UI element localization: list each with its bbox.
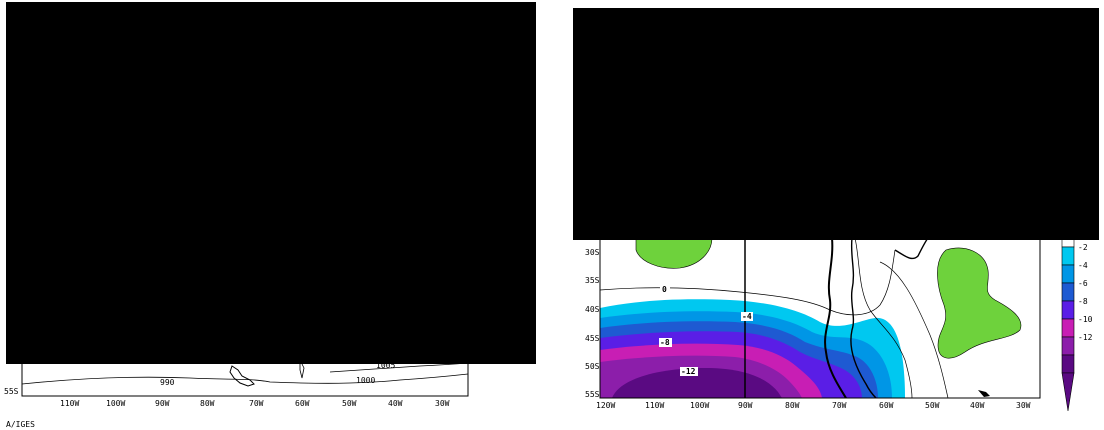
lon-label: 30W xyxy=(1016,401,1031,410)
contour-label-neg12: -12 xyxy=(681,367,696,376)
coastline-chile xyxy=(824,238,847,398)
lat-label: 30S xyxy=(585,248,600,257)
left-lon-label: 90W xyxy=(155,399,170,408)
lat-label: 55S xyxy=(585,390,600,399)
contour-line xyxy=(854,238,913,398)
lat-label: 40S xyxy=(585,305,600,314)
contour-label-neg8: -8 xyxy=(660,338,670,347)
lon-label: 60W xyxy=(879,401,894,410)
lon-label: 90W xyxy=(738,401,753,410)
credit-label: A/IGES xyxy=(6,420,35,429)
colorbar: -2 -4 -6 -8 -10 -12 xyxy=(1061,237,1093,412)
colorbar-label: -4 xyxy=(1078,261,1088,270)
left-lon-label: 50W xyxy=(342,399,357,408)
lat-label: 45S xyxy=(585,334,600,343)
left-lon-label: 40W xyxy=(388,399,403,408)
contour-label-0: 0 xyxy=(662,285,667,294)
positive-region-atlantic xyxy=(937,247,1022,359)
left-contour-label-1000: 1000 xyxy=(356,376,375,385)
lon-label: 120W xyxy=(596,401,615,410)
contour-zero xyxy=(600,249,896,316)
lon-label: 80W xyxy=(785,401,800,410)
coastline-rio-plata xyxy=(894,238,929,260)
left-contour-label-1005: 1005 xyxy=(376,361,395,370)
left-lon-label: 100W xyxy=(106,399,125,408)
left-map-panel: 990 1000 1005 55S 110W 100W 90W 80W 70W … xyxy=(4,354,469,429)
colorbar-label: -12 xyxy=(1078,333,1093,342)
lon-label: 70W xyxy=(832,401,847,410)
contour-label-neg4: -4 xyxy=(742,312,752,321)
colorbar-label: -2 xyxy=(1078,243,1088,252)
left-lat-label-55s: 55S xyxy=(4,387,19,396)
lon-label: 50W xyxy=(925,401,940,410)
positive-region-west xyxy=(635,238,713,269)
falkland-islands xyxy=(978,390,990,397)
contour-line xyxy=(879,261,949,398)
colorbar-label: -10 xyxy=(1078,315,1093,324)
redacted-region-left xyxy=(6,2,536,364)
left-lon-axis: 110W 100W 90W 80W 70W 60W 50W 40W 30W xyxy=(60,399,450,408)
right-lat-axis: 30S 35S 40S 45S 50S 55S xyxy=(585,248,600,399)
coastline-argentina xyxy=(850,238,877,398)
left-lon-label: 110W xyxy=(60,399,79,408)
lat-label: 50S xyxy=(585,362,600,371)
left-lon-label: 80W xyxy=(200,399,215,408)
redacted-region-right xyxy=(573,8,1099,240)
left-contour-label-990: 990 xyxy=(160,378,175,387)
right-lon-axis: 120W 110W 100W 90W 80W 70W 60W 50W 40W 3… xyxy=(596,401,1031,410)
right-map-panel: 0 -4 -8 -12 30S 35S 40S 45S 50S 55S 120W… xyxy=(585,237,1093,412)
left-lon-label: 70W xyxy=(249,399,264,408)
contour-labels: 0 -4 -8 -12 xyxy=(659,285,753,376)
lon-label: 110W xyxy=(645,401,664,410)
left-lon-label: 30W xyxy=(435,399,450,408)
left-contour-990 xyxy=(21,373,469,385)
colorbar-label: -8 xyxy=(1078,297,1088,306)
lon-label: 40W xyxy=(970,401,985,410)
left-island xyxy=(299,359,305,379)
left-contour-1005 xyxy=(329,362,469,373)
lon-label: 100W xyxy=(690,401,709,410)
band-neg14 xyxy=(612,368,782,398)
left-lon-label: 60W xyxy=(295,399,310,408)
left-coastline xyxy=(229,365,255,387)
colorbar-label: -6 xyxy=(1078,279,1088,288)
lat-label: 35S xyxy=(585,276,600,285)
